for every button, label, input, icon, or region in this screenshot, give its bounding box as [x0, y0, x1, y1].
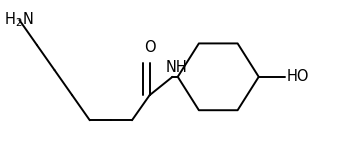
Text: H$_2$N: H$_2$N	[4, 11, 33, 29]
Text: O: O	[144, 40, 156, 55]
Text: NH: NH	[165, 60, 187, 75]
Text: HO: HO	[287, 69, 309, 84]
